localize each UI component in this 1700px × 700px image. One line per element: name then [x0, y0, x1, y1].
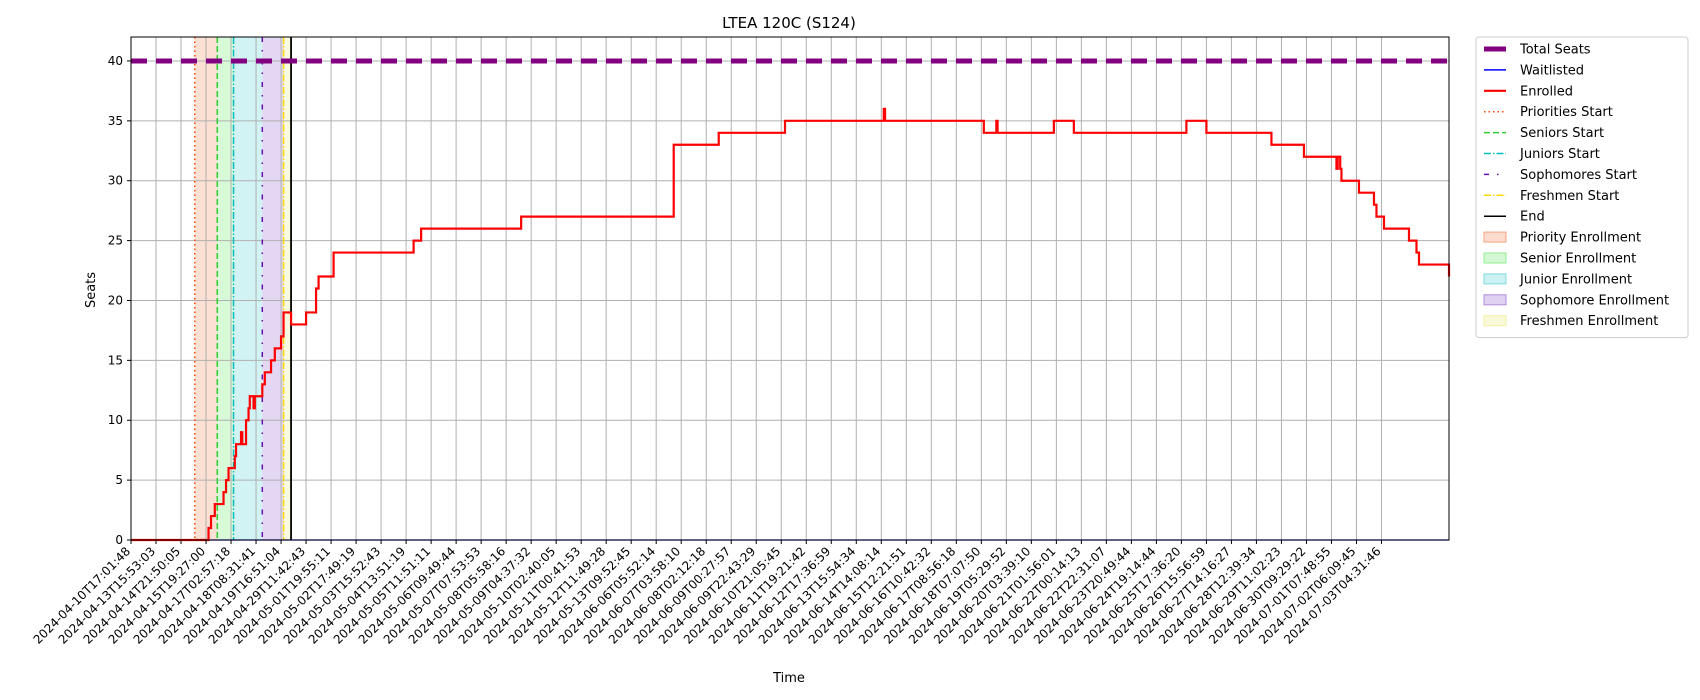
y-tick-label-8: 40 [108, 54, 123, 68]
legend-label-12: Sophomore Enrollment [1520, 293, 1669, 308]
legend: Total Seats Waitlisted Enrolled Priorities … [1475, 36, 1689, 339]
legend-label-8: End [1520, 210, 1545, 225]
axes-frame [130, 36, 1450, 541]
y-tick-label-7: 35 [108, 114, 123, 128]
legend-label-9: Priority Enrollment [1520, 231, 1641, 246]
legend-swatch-12 [1483, 294, 1507, 306]
y-tick-label-4: 20 [108, 293, 123, 307]
plot-area: 05101520253035402024-04-10T17:01:482024-… [31, 36, 1451, 647]
legend-swatch-13 [1483, 315, 1507, 327]
legend-label-5: Juniors Start [1519, 147, 1600, 162]
y-tick-label-6: 30 [108, 174, 123, 188]
legend-label-10: Senior Enrollment [1520, 252, 1636, 267]
y-tick-label-5: 25 [108, 234, 123, 248]
chart-title: LTEA 120C (S124) [722, 14, 856, 32]
legend-box [1475, 36, 1689, 339]
legend-label-7: Freshmen Start [1520, 189, 1619, 204]
legend-label-0: Total Seats [1519, 43, 1591, 58]
y-axis-label: Seats [84, 272, 99, 308]
legend-label-6: Sophomores Start [1520, 168, 1637, 183]
y-tick-label-0: 0 [115, 533, 123, 547]
legend-label-13: Freshmen Enrollment [1520, 314, 1658, 329]
y-tick-label-1: 5 [115, 473, 123, 487]
y-tick-label-2: 10 [108, 413, 123, 427]
legend-label-3: Priorities Start [1520, 105, 1613, 120]
legend-swatch-9 [1483, 231, 1507, 243]
legend-label-1: Waitlisted [1520, 63, 1584, 78]
span-3 [262, 37, 284, 540]
legend-swatch-11 [1483, 273, 1507, 285]
span-2 [233, 37, 263, 540]
legend-label-4: Seniors Start [1520, 126, 1604, 141]
series-line-2 [131, 107, 1451, 542]
span-1 [217, 37, 234, 540]
span-4 [283, 37, 292, 540]
legend-label-2: Enrolled [1520, 84, 1573, 99]
legend-label-11: Junior Enrollment [1519, 272, 1632, 287]
x-axis-label: Time [772, 671, 805, 686]
legend-swatch-10 [1483, 252, 1507, 264]
y-tick-label-3: 15 [108, 353, 123, 367]
